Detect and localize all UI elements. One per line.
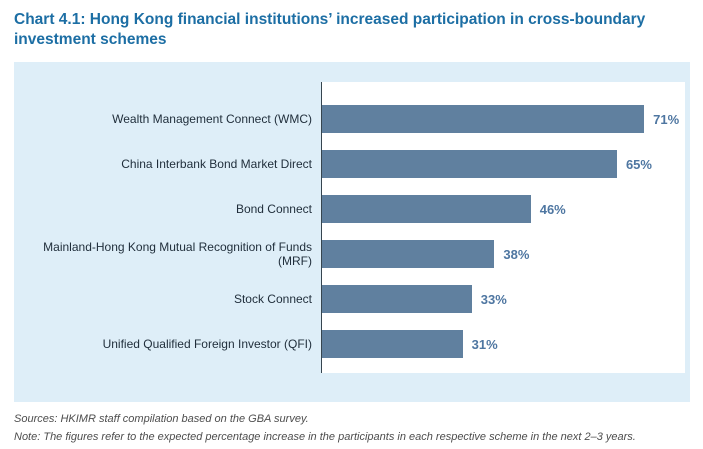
bar	[322, 240, 495, 269]
category-label: China Interbank Bond Market Direct	[121, 157, 312, 172]
chart-title: Chart 4.1: Hong Kong financial instituti…	[14, 11, 646, 49]
bar	[322, 105, 645, 134]
category-label: Bond Connect	[235, 202, 312, 217]
bar-row: Stock Connect 33%	[14, 277, 690, 322]
bar-track: 33%	[322, 285, 685, 314]
bar	[322, 195, 531, 224]
sources-text: Sources: HKIMR staff compilation based o…	[14, 412, 309, 425]
bar-track: 71%	[322, 105, 685, 134]
category-label: Unified Qualified Foreign Investor (QFI)	[102, 337, 312, 352]
value-label: 46%	[539, 201, 566, 217]
bar-row: Mainland-Hong Kong Mutual Recognition of…	[14, 232, 690, 277]
bar-track: 65%	[322, 150, 685, 179]
note-text: Note: The figures refer to the expected …	[14, 430, 636, 443]
bar-track: 31%	[322, 330, 685, 359]
value-label: 71%	[653, 111, 680, 127]
bar	[322, 330, 463, 359]
bar-row: Bond Connect 46%	[14, 187, 690, 232]
value-label: 38%	[503, 246, 530, 262]
y-axis-line	[320, 81, 322, 373]
bar	[322, 150, 617, 179]
bar-rows: Wealth Management Connect (WMC) 71% China …	[14, 82, 690, 367]
category-label: Wealth Management Connect (WMC)	[112, 112, 312, 127]
chart-panel: Wealth Management Connect (WMC) 71% China …	[14, 61, 690, 402]
bar-row: Wealth Management Connect (WMC) 71%	[14, 97, 690, 142]
bar-row: China Interbank Bond Market Direct 65%	[14, 142, 690, 187]
bar	[322, 285, 472, 314]
category-label: Stock Connect	[233, 292, 312, 307]
value-label: 65%	[625, 156, 652, 172]
footer: Sources: HKIMR staff compilation based o…	[14, 411, 689, 446]
value-label: 33%	[480, 291, 507, 307]
bar-track: 38%	[322, 240, 685, 269]
bar-row: Unified Qualified Foreign Investor (QFI)…	[14, 322, 690, 367]
category-label: Mainland-Hong Kong Mutual Recognition of…	[43, 240, 312, 269]
value-label: 31%	[471, 336, 498, 352]
bar-track: 46%	[322, 195, 685, 224]
